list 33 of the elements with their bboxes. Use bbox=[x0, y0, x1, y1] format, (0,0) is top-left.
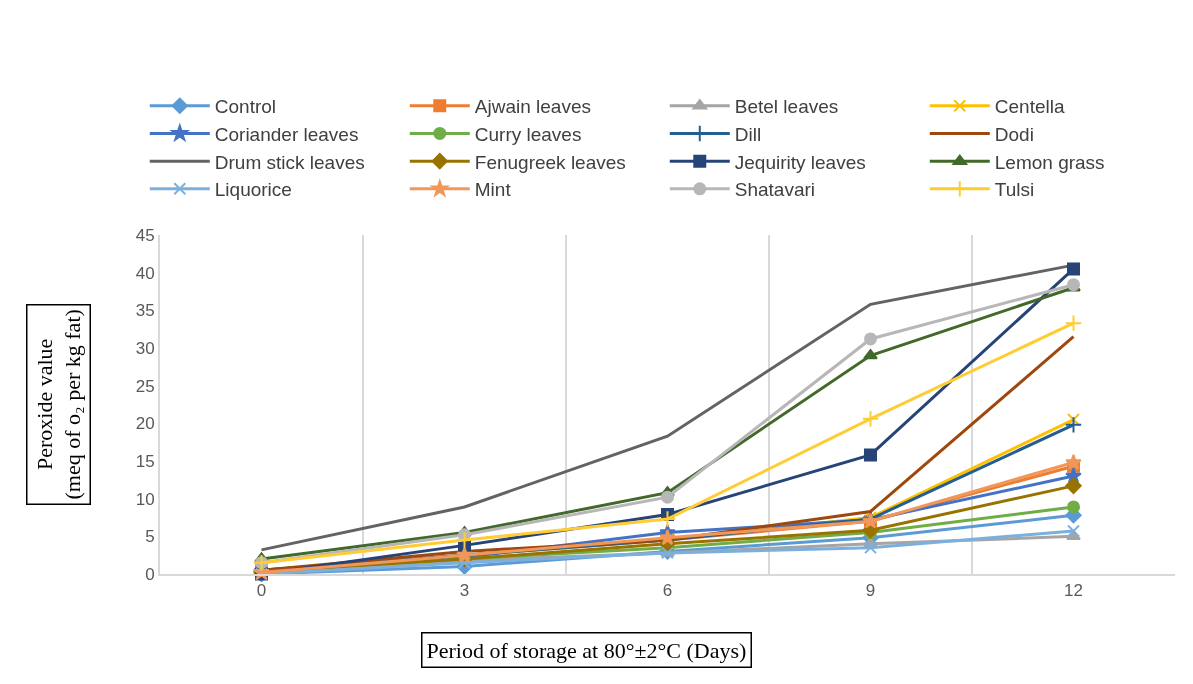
legend-label: Dill bbox=[734, 123, 762, 145]
y-tick-label: 15 bbox=[135, 451, 155, 471]
x-tick-label: 3 bbox=[459, 581, 470, 601]
legend-label: Coriander leaves bbox=[214, 123, 359, 145]
legend-label: Dodi bbox=[994, 123, 1034, 145]
y-tick-label: 45 bbox=[135, 225, 155, 245]
legend-label: Drum stick leaves bbox=[214, 151, 365, 173]
y-tick-label: 30 bbox=[135, 338, 155, 358]
legend-label: Curry leaves bbox=[474, 123, 582, 145]
x-tick-label: 9 bbox=[865, 581, 876, 601]
legend-label: Betel leaves bbox=[734, 96, 839, 118]
legend-label: Tulsi bbox=[994, 179, 1035, 201]
y-tick-label: 35 bbox=[135, 301, 155, 321]
legend-label: Liquorice bbox=[214, 179, 292, 201]
legend-label: Lemon grass bbox=[994, 151, 1105, 173]
y-axis-title: Peroxide value (meq of o₂ per kg fat) bbox=[31, 309, 86, 500]
legend-label: Ajwain leaves bbox=[474, 96, 591, 118]
y-tick-label: 25 bbox=[135, 376, 155, 396]
x-tick-label: 6 bbox=[662, 581, 673, 601]
y-tick-label: 5 bbox=[145, 527, 155, 547]
x-tick-label: 12 bbox=[1064, 581, 1083, 601]
legend-label: Jequirity leaves bbox=[734, 151, 866, 173]
legend-label: Centella bbox=[994, 96, 1065, 118]
legend-label: Control bbox=[214, 96, 277, 118]
legend-label: Shatavari bbox=[734, 179, 816, 201]
legend-label: Mint bbox=[474, 179, 512, 201]
y-tick-label: 10 bbox=[135, 489, 155, 509]
x-tick-label: 0 bbox=[256, 581, 267, 601]
y-tick-label: 0 bbox=[145, 564, 155, 584]
legend-label: Fenugreek leaves bbox=[474, 151, 626, 173]
y-tick-label: 40 bbox=[135, 263, 155, 283]
x-axis-title: Period of storage at 80°±2°C (Days) bbox=[426, 637, 747, 663]
y-tick-label: 20 bbox=[135, 414, 155, 434]
